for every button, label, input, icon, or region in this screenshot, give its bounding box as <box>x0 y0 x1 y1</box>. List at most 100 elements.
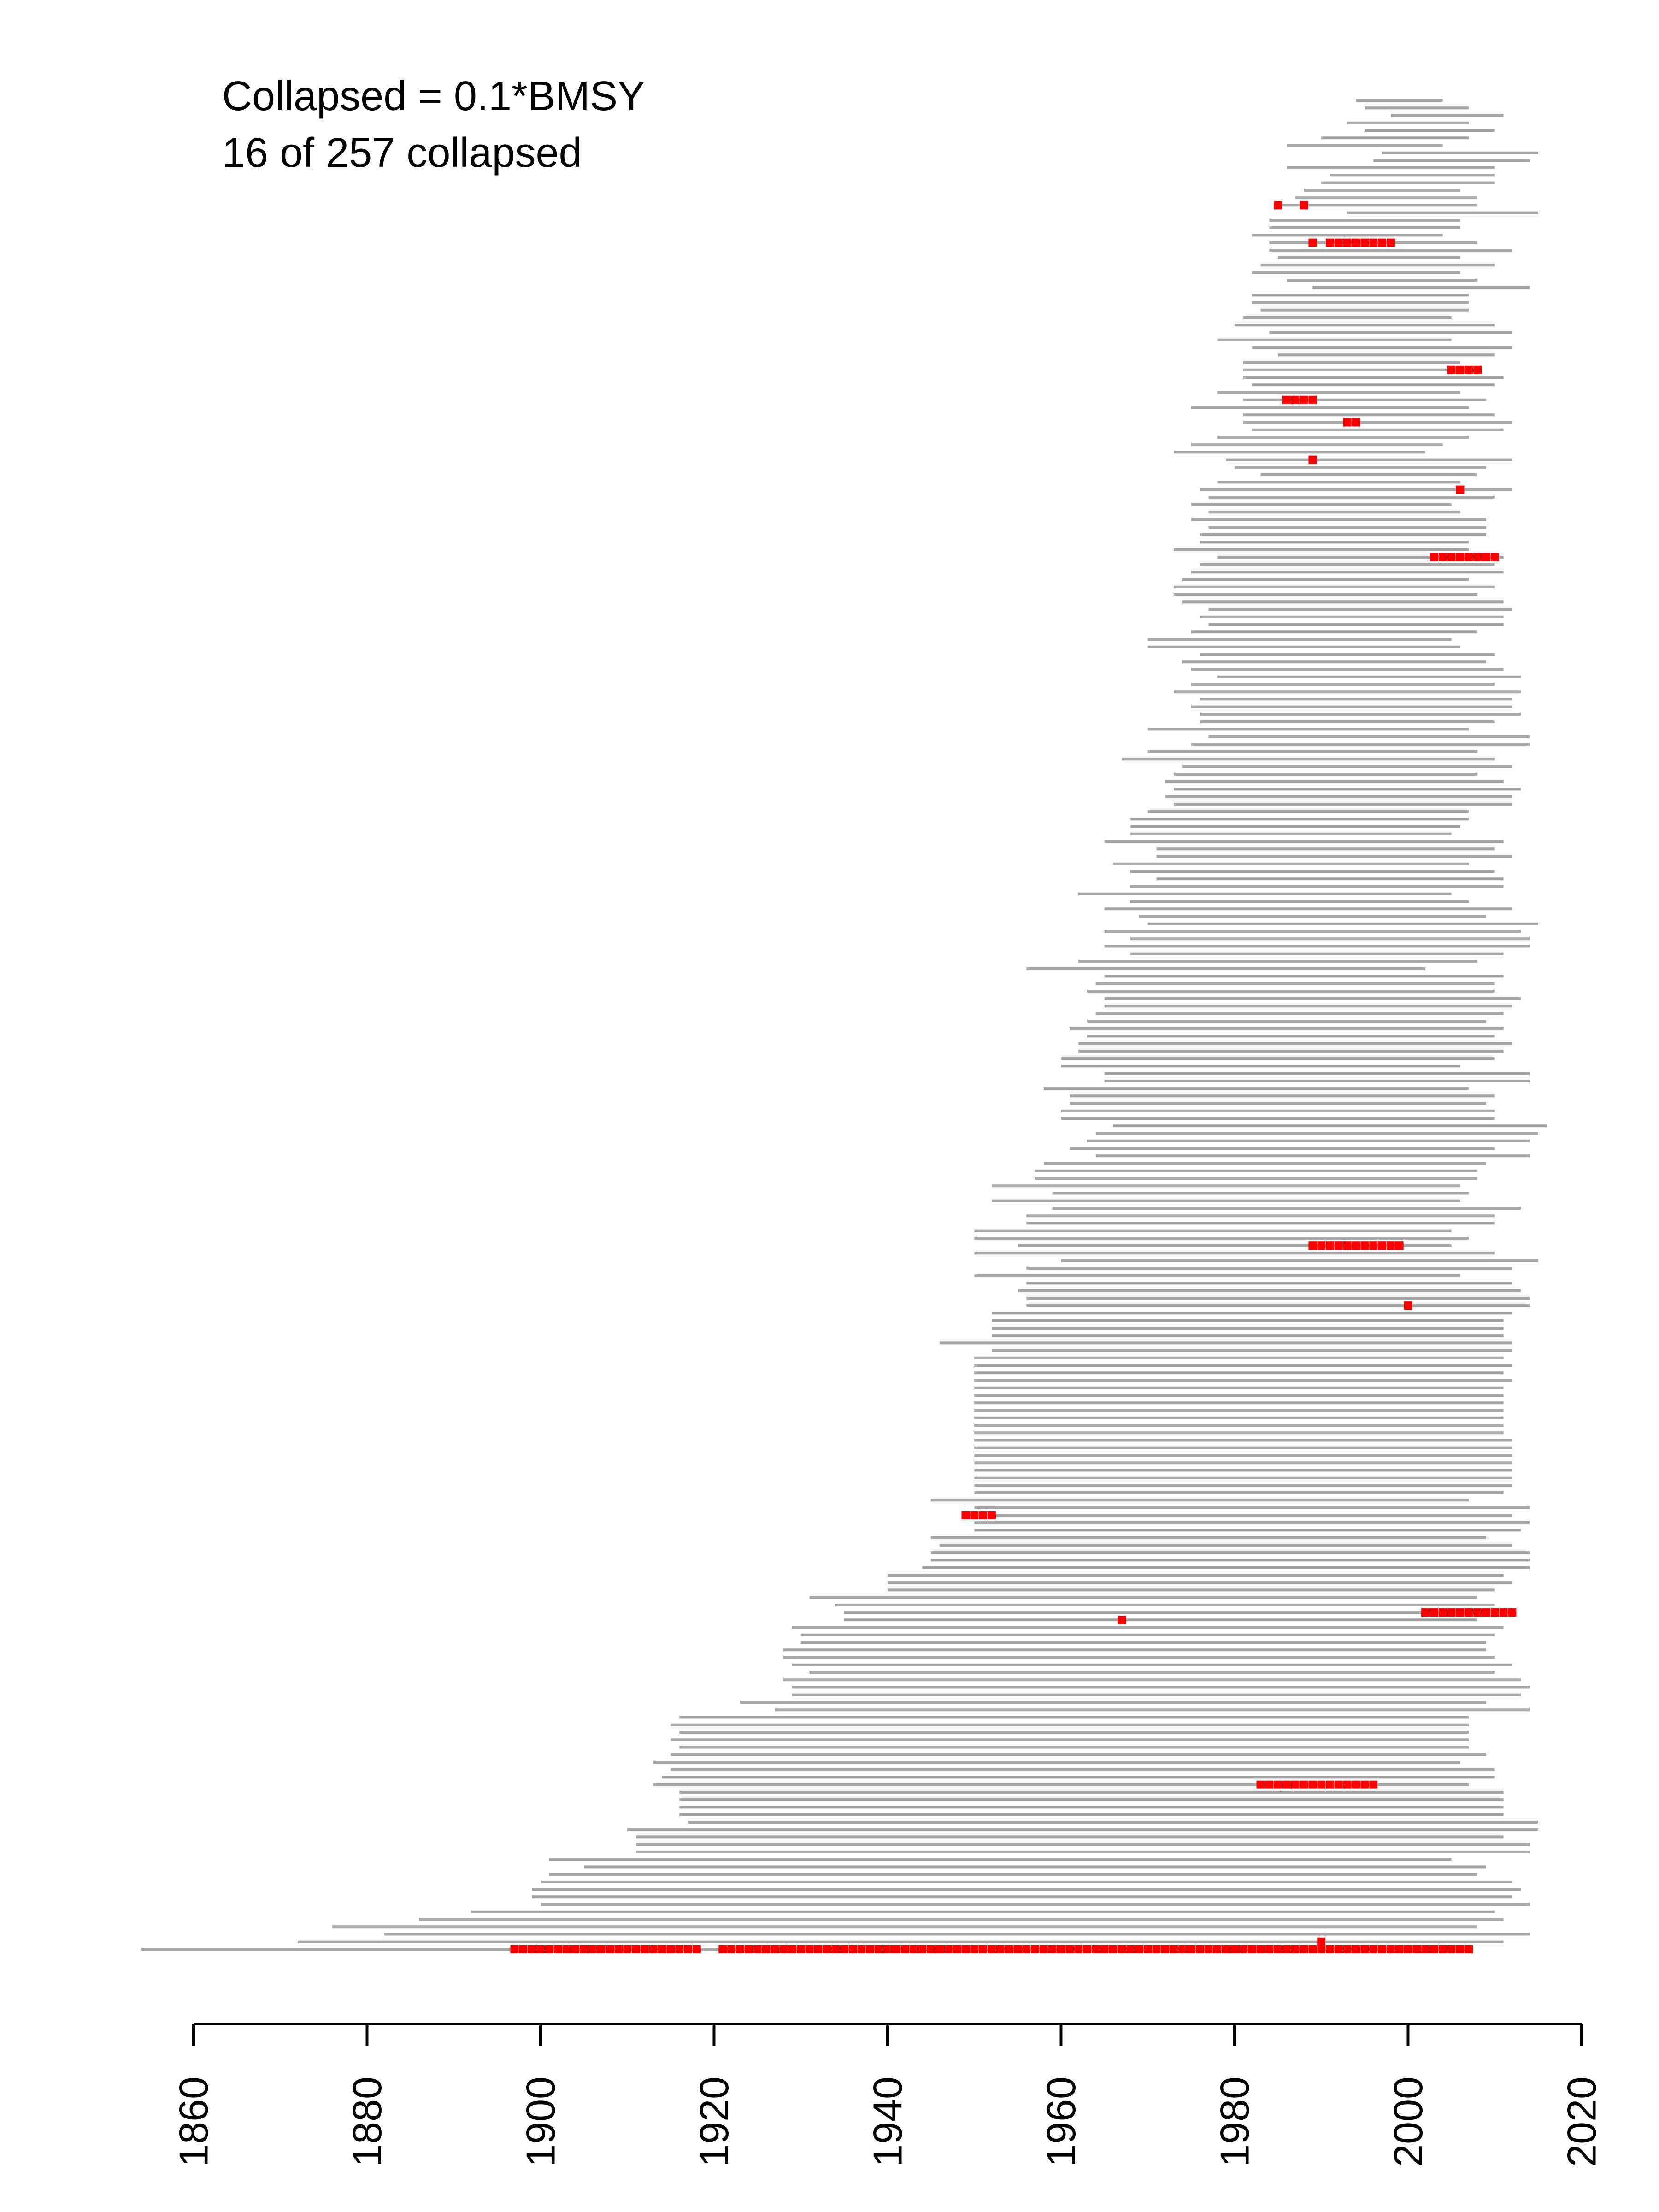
collapsed-marker <box>1170 1945 1178 1953</box>
collapsed-marker <box>684 1945 693 1953</box>
collapsed-marker <box>1291 395 1300 404</box>
collapsed-marker <box>1482 1608 1490 1617</box>
collapsed-marker <box>562 1945 571 1953</box>
collapsed-marker <box>1291 1945 1300 1953</box>
collapsed-marker <box>1343 1780 1352 1789</box>
collapsed-marker <box>1308 1945 1317 1953</box>
collapsed-marker <box>1395 1241 1404 1250</box>
collapsed-marker <box>1282 1945 1291 1953</box>
x-tick-label: 2020 <box>1559 2077 1605 2167</box>
collapsed-marker <box>1022 1945 1031 1953</box>
collapsed-marker <box>1360 1780 1369 1789</box>
collapsed-marker <box>1412 1945 1421 1953</box>
collapsed-marker <box>987 1511 996 1519</box>
collapsed-marker <box>1369 238 1378 247</box>
collapsed-marker <box>735 1945 744 1953</box>
collapsed-marker <box>606 1945 614 1953</box>
collapsed-marker <box>1091 1945 1100 1953</box>
collapsed-marker <box>1430 553 1438 561</box>
collapsed-marker <box>1352 418 1360 427</box>
collapsed-marker <box>1386 1945 1395 1953</box>
collapsed-marker <box>1247 1945 1256 1953</box>
collapsed-marker <box>1152 1945 1161 1953</box>
collapsed-marker <box>953 1945 961 1953</box>
collapsed-marker <box>927 1945 935 1953</box>
collapsed-marker <box>1300 1780 1308 1789</box>
collapsed-marker <box>970 1945 979 1953</box>
collapsed-marker <box>1352 1945 1360 1953</box>
collapsed-marker <box>1456 553 1465 561</box>
collapsed-marker <box>1317 1241 1326 1250</box>
collapsed-marker <box>1317 1780 1326 1789</box>
collapsed-marker <box>1378 1241 1387 1250</box>
collapsed-marker <box>866 1945 875 1953</box>
x-tick-label: 1980 <box>1212 2077 1258 2167</box>
collapsed-marker <box>1118 1945 1126 1953</box>
collapsed-marker <box>1334 1945 1343 1953</box>
collapsed-marker <box>1291 1780 1300 1789</box>
collapsed-marker <box>979 1945 988 1953</box>
collapsed-marker <box>1282 395 1291 404</box>
collapsed-marker <box>1352 238 1360 247</box>
collapsed-marker <box>1143 1945 1152 1953</box>
x-tick-label: 1900 <box>518 2077 564 2167</box>
x-tick-label: 2000 <box>1385 2077 1431 2167</box>
x-tick-label: 1960 <box>1038 2077 1084 2167</box>
collapsed-marker <box>1109 1945 1118 1953</box>
collapsed-marker <box>658 1945 666 1953</box>
collapsed-marker <box>900 1945 909 1953</box>
collapsed-marker <box>1508 1608 1517 1617</box>
collapsed-marker <box>1300 1945 1308 1953</box>
collapsed-marker <box>1438 553 1447 561</box>
collapsed-marker <box>1334 1780 1343 1789</box>
collapsed-marker <box>1465 1608 1473 1617</box>
collapsed-marker <box>1195 1945 1204 1953</box>
collapsed-marker <box>1438 1945 1447 1953</box>
collapsed-marker <box>1118 1616 1126 1624</box>
collapsed-marker <box>1074 1945 1083 1953</box>
collapsed-marker <box>1256 1780 1265 1789</box>
collapsed-marker <box>1326 1780 1335 1789</box>
collapsed-marker <box>1465 1945 1473 1953</box>
collapsed-marker <box>875 1945 883 1953</box>
collapsed-marker <box>1456 365 1465 374</box>
collapsed-marker <box>1213 1945 1222 1953</box>
collapsed-marker <box>1308 395 1317 404</box>
collapsed-marker <box>1065 1945 1074 1953</box>
collapsed-marker <box>1378 1945 1387 1953</box>
collapsed-marker <box>1282 1780 1291 1789</box>
collapsed-marker <box>1326 238 1335 247</box>
collapsed-marker <box>1430 1945 1438 1953</box>
collapsed-marker <box>1178 1945 1187 1953</box>
collapsed-marker <box>1465 553 1473 561</box>
collapsed-marker <box>623 1945 632 1953</box>
collapsed-marker <box>1421 1945 1430 1953</box>
collapsed-marker <box>1386 1241 1395 1250</box>
collapsed-marker <box>510 1945 519 1953</box>
collapsed-marker <box>857 1945 866 1953</box>
collapsed-marker <box>1308 1780 1317 1789</box>
threshold-annotation: Collapsed = 0.1*BMSY <box>222 73 646 119</box>
collapsed-marker <box>1343 1945 1352 1953</box>
collapsed-marker <box>1352 1780 1360 1789</box>
collapsed-marker <box>935 1945 944 1953</box>
collapsed-marker <box>796 1945 805 1953</box>
collapsed-marker <box>1334 238 1343 247</box>
collapsed-marker <box>1447 1608 1456 1617</box>
collapsed-marker <box>1230 1945 1239 1953</box>
collapsed-marker <box>1369 1241 1378 1250</box>
collapsed-marker <box>771 1945 779 1953</box>
collapsed-marker <box>1317 1945 1326 1953</box>
collapsed-marker <box>1308 238 1317 247</box>
collapsed-marker <box>1456 1945 1465 1953</box>
collapsed-marker <box>1473 1608 1482 1617</box>
collapsed-marker <box>1326 1241 1335 1250</box>
collapsed-marker <box>987 1945 996 1953</box>
collapsed-marker <box>970 1511 979 1519</box>
collapsed-marker <box>614 1945 623 1953</box>
collapsed-marker <box>1308 455 1317 464</box>
collapsed-marker <box>1274 1945 1282 1953</box>
collapsed-marker <box>1395 1945 1404 1953</box>
collapsed-marker <box>580 1945 588 1953</box>
collapsed-marker <box>1204 1945 1213 1953</box>
